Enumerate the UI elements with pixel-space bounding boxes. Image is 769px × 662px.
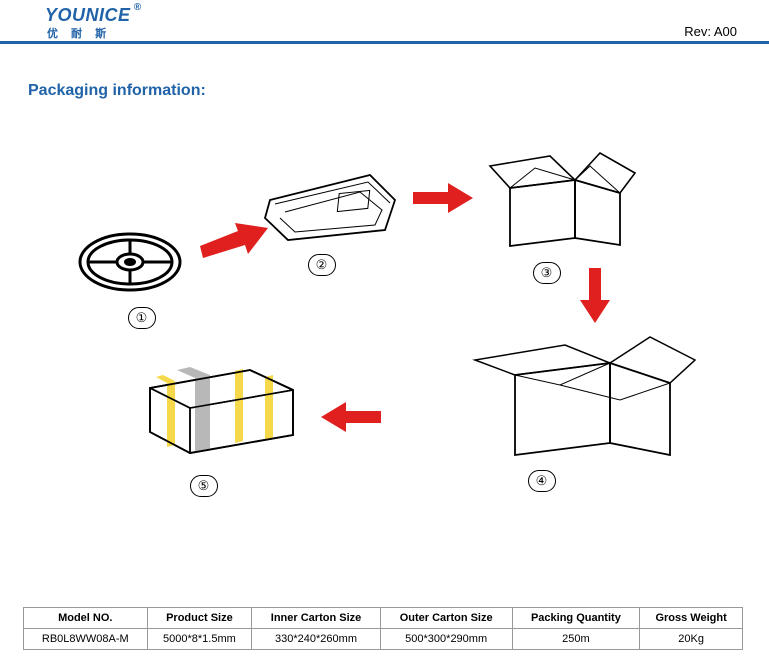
revision-label: Rev: A00: [684, 24, 737, 39]
td-packing-qty: 250m: [512, 629, 640, 650]
section-title: Packaging information:: [28, 82, 769, 100]
td-outer-carton: 500*300*290mm: [380, 629, 512, 650]
registered-icon: ®: [134, 2, 142, 13]
th-packing-qty: Packing Quantity: [512, 608, 640, 629]
header-bar: YOUNICE ® 优 耐 斯 Rev: A00: [0, 0, 769, 44]
spec-table: Model NO. Product Size Inner Carton Size…: [23, 607, 743, 650]
step5-strapped-box-icon: [135, 350, 305, 465]
logo-name: YOUNICE: [45, 5, 131, 25]
table-header-row: Model NO. Product Size Inner Carton Size…: [24, 608, 743, 629]
step3-box-icon: [480, 138, 640, 258]
arrow-4-to-5: [321, 402, 381, 432]
step1-reel-icon: [75, 225, 185, 305]
th-model: Model NO.: [24, 608, 148, 629]
td-product-size: 5000*8*1.5mm: [147, 629, 252, 650]
arrow-2-to-3: [413, 183, 473, 213]
logo: YOUNICE ® 优 耐 斯: [45, 5, 131, 41]
logo-sub-text: 优 耐 斯: [47, 25, 131, 41]
step4-open-box-icon: [460, 315, 700, 470]
table-row: RB0L8WW08A-M 5000*8*1.5mm 330*240*260mm …: [24, 629, 743, 650]
step3-label: ③: [533, 262, 561, 284]
td-model: RB0L8WW08A-M: [24, 629, 148, 650]
th-product-size: Product Size: [147, 608, 252, 629]
logo-main-text: YOUNICE ®: [45, 5, 131, 26]
td-gross-weight: 20Kg: [640, 629, 743, 650]
step1-label: ①: [128, 307, 156, 329]
step5-label: ⑤: [190, 475, 218, 497]
td-inner-carton: 330*240*260mm: [252, 629, 381, 650]
th-gross-weight: Gross Weight: [640, 608, 743, 629]
step4-label: ④: [528, 470, 556, 492]
th-inner-carton: Inner Carton Size: [252, 608, 381, 629]
packaging-diagram: ① ② ③: [25, 120, 745, 550]
th-outer-carton: Outer Carton Size: [380, 608, 512, 629]
step2-label: ②: [308, 254, 336, 276]
step2-bag-icon: [260, 170, 400, 255]
